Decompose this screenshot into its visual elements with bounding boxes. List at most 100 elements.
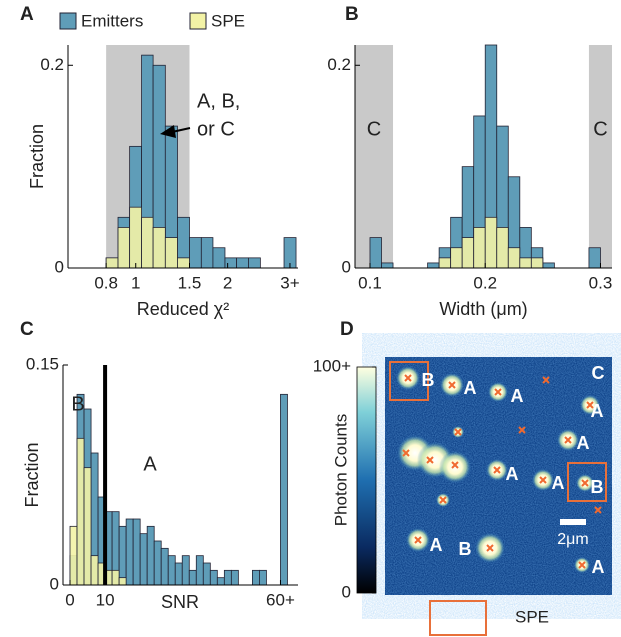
legend-swatch bbox=[189, 12, 207, 30]
emitter-marker bbox=[402, 449, 410, 457]
histogram-bar bbox=[181, 555, 190, 586]
histogram-bar bbox=[236, 257, 249, 269]
legend-swatch bbox=[59, 12, 77, 30]
histogram-bar bbox=[252, 569, 260, 586]
histogram-bar bbox=[174, 562, 183, 586]
histogram-bar bbox=[280, 393, 288, 586]
legend-label: Emitters bbox=[81, 11, 143, 30]
y-axis-label: Fraction bbox=[27, 124, 47, 189]
colorbar-label: Photon Counts bbox=[331, 414, 350, 526]
emitter-label: A bbox=[511, 386, 524, 406]
emitter-marker bbox=[448, 381, 456, 389]
histogram-bar bbox=[111, 569, 120, 586]
emitter-label: A bbox=[464, 378, 477, 398]
colorbar bbox=[356, 366, 377, 594]
emitter-label: B bbox=[591, 477, 604, 497]
panel-label: B bbox=[345, 4, 359, 25]
histogram-bar bbox=[230, 569, 239, 586]
histogram-bar bbox=[139, 533, 148, 586]
panel-label: D bbox=[340, 319, 354, 340]
histogram-bar bbox=[542, 262, 555, 269]
x-axis-label: Width (μm) bbox=[439, 299, 527, 319]
histogram-bar bbox=[507, 247, 521, 269]
emitter-marker bbox=[426, 456, 434, 464]
emitter-label: A bbox=[592, 557, 605, 577]
arrow-shaft bbox=[171, 127, 191, 133]
emitter-label: A bbox=[591, 401, 604, 421]
emitter-marker bbox=[414, 536, 422, 544]
y-tick-label: 0.2 bbox=[40, 55, 64, 74]
emitter-marker bbox=[439, 496, 447, 504]
y-tick-label: 0.2 bbox=[327, 55, 351, 74]
histogram-bar bbox=[248, 257, 261, 269]
histogram-bar bbox=[117, 227, 131, 269]
histogram-bar bbox=[216, 577, 225, 586]
x-tick-label: 0.3 bbox=[589, 273, 613, 292]
emitter-marker bbox=[518, 426, 526, 434]
emitter-label: C bbox=[592, 363, 605, 383]
colorbar-tick-label: 0 bbox=[342, 582, 351, 601]
emitter-marker bbox=[581, 479, 589, 487]
histogram-bar bbox=[530, 257, 544, 269]
x-tick-label: 0 bbox=[65, 590, 74, 609]
annotation: C bbox=[593, 118, 607, 140]
annotation: C bbox=[367, 118, 381, 140]
histogram-bar bbox=[105, 257, 119, 269]
histogram-bar bbox=[212, 247, 226, 269]
panel-label: A bbox=[20, 4, 34, 25]
histogram-bar bbox=[588, 247, 601, 269]
histogram-bar bbox=[259, 569, 267, 586]
histogram-bar bbox=[381, 262, 394, 269]
histogram-bar bbox=[177, 257, 190, 269]
x-tick-label: 60+ bbox=[266, 590, 295, 609]
emitter-label: B bbox=[459, 539, 472, 559]
histogram-bar bbox=[146, 525, 155, 586]
histogram-bar bbox=[167, 555, 176, 586]
colorbar-tick-label: 100+ bbox=[313, 356, 351, 375]
histogram-bar bbox=[224, 257, 238, 269]
histogram-bar bbox=[90, 555, 99, 586]
histogram-bar bbox=[369, 237, 382, 269]
emitter-label: A bbox=[506, 464, 519, 484]
y-axis-label: Fraction bbox=[22, 442, 42, 507]
histogram-bar bbox=[141, 216, 154, 269]
annotation: B bbox=[71, 393, 84, 415]
y-tick-label: 0 bbox=[55, 257, 64, 276]
emitter-marker bbox=[451, 461, 459, 469]
histogram-bar bbox=[76, 437, 85, 586]
histogram-bar bbox=[450, 247, 463, 269]
panel-label: C bbox=[20, 319, 34, 340]
emitter-marker bbox=[578, 561, 586, 569]
annotation: A, B, bbox=[197, 90, 240, 112]
x-tick-label: 0.8 bbox=[94, 273, 118, 292]
histogram-bar bbox=[83, 467, 92, 586]
x-tick-label: 2 bbox=[223, 273, 232, 292]
arrow-head bbox=[160, 125, 176, 138]
x-tick-label: 1.5 bbox=[178, 273, 202, 292]
histogram-bar bbox=[189, 237, 202, 269]
emitter-marker bbox=[586, 401, 594, 409]
x-tick-label: 0.2 bbox=[473, 273, 497, 292]
scale-bar bbox=[560, 519, 586, 525]
annotation: A bbox=[143, 453, 157, 475]
emitter-marker bbox=[493, 466, 501, 474]
histogram-bar bbox=[118, 525, 127, 586]
x-axis-label: Reduced χ² bbox=[137, 299, 230, 319]
histogram-bar bbox=[195, 555, 204, 586]
histogram-bar bbox=[209, 569, 218, 586]
shaded-range bbox=[355, 45, 394, 268]
emitter-marker bbox=[564, 436, 572, 444]
emitter-label: A bbox=[552, 473, 565, 493]
y-tick-label: 0.15 bbox=[26, 354, 59, 373]
spe-box bbox=[567, 462, 607, 502]
histogram-bar bbox=[160, 547, 169, 586]
histogram-bar bbox=[496, 227, 509, 269]
histogram-bar bbox=[164, 237, 178, 269]
emitter-marker bbox=[454, 428, 462, 436]
histogram-bar bbox=[519, 257, 532, 269]
scale-bar-label: 2μm bbox=[557, 531, 588, 548]
x-tick-label: 0.1 bbox=[358, 273, 382, 292]
emitter-marker bbox=[539, 476, 547, 484]
x-tick-label: 3+ bbox=[280, 273, 299, 292]
y-tick-label: 0 bbox=[50, 574, 59, 593]
